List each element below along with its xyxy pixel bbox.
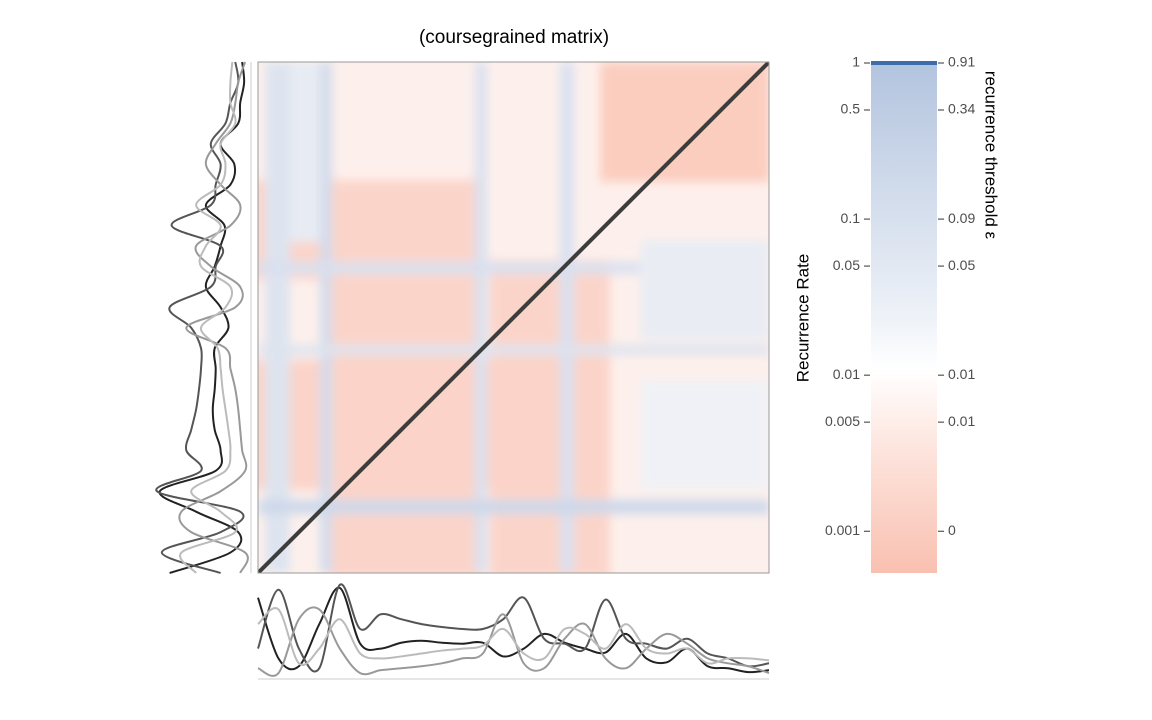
y2-tick-label: 0.05 <box>948 257 975 273</box>
left-series-line <box>155 61 245 574</box>
y2-tick-label: 0.91 <box>948 54 975 70</box>
left-series-line <box>178 61 249 574</box>
y2-axis-title: recurrence threshold ε <box>982 71 1001 240</box>
bottom-series-line <box>257 607 770 666</box>
y2-tick-label: 0 <box>948 522 956 538</box>
bottom-series-line <box>257 583 770 673</box>
colorbar <box>871 63 937 573</box>
y2-tick-label: 0.09 <box>948 210 975 226</box>
y-tick-label: 1 <box>852 54 860 70</box>
top-band <box>871 61 937 65</box>
chart-title: (coursegrained matrix) <box>419 27 609 48</box>
y-tick-label: 0.05 <box>833 257 860 273</box>
y-tick-label: 0.005 <box>825 413 860 429</box>
matrix-frame <box>257 61 770 574</box>
y-tick-label: 0.001 <box>825 522 860 538</box>
y-tick-label: 0.01 <box>833 366 860 382</box>
recurrence-matrix <box>258 62 769 573</box>
bottom-series-line <box>257 606 770 677</box>
y2-tick-label: 0.01 <box>948 366 975 382</box>
y-tick-label: 0.1 <box>841 210 861 226</box>
y-tick-label: 0.5 <box>841 101 861 117</box>
y2-tick-label: 0.34 <box>948 101 975 117</box>
y2-tick-label: 0.01 <box>948 413 975 429</box>
y-axis-title: Recurrence Rate <box>793 254 812 383</box>
left-series-line <box>179 61 238 574</box>
